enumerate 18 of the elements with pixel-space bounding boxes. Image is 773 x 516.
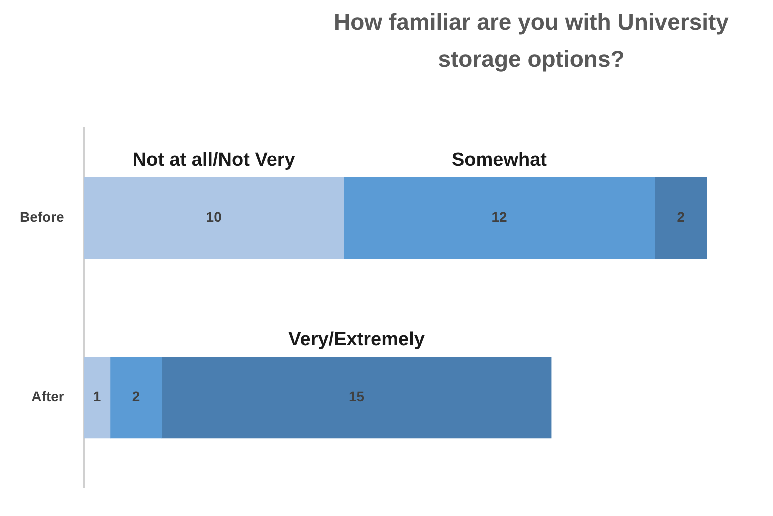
series-label: Somewhat — [452, 150, 548, 171]
data-label: 12 — [492, 209, 508, 226]
data-label: 10 — [206, 209, 222, 226]
bar — [110, 356, 163, 439]
series-label: Very/Extremely — [288, 330, 426, 351]
bar — [343, 177, 656, 260]
data-label: 15 — [348, 388, 365, 405]
bar — [654, 177, 708, 260]
bar — [84, 356, 111, 439]
data-label: 2 — [677, 209, 686, 226]
chart-title: How familiar are you with University storage options? — [333, 8, 730, 74]
data-label: 2 — [132, 388, 140, 405]
data-label: 1 — [93, 388, 102, 405]
bar — [162, 356, 552, 439]
bar — [84, 177, 344, 260]
y-tick-label: After — [32, 388, 65, 405]
series-label: Not at all/Not Very — [132, 150, 296, 171]
y-tick-label: Before — [20, 209, 65, 226]
